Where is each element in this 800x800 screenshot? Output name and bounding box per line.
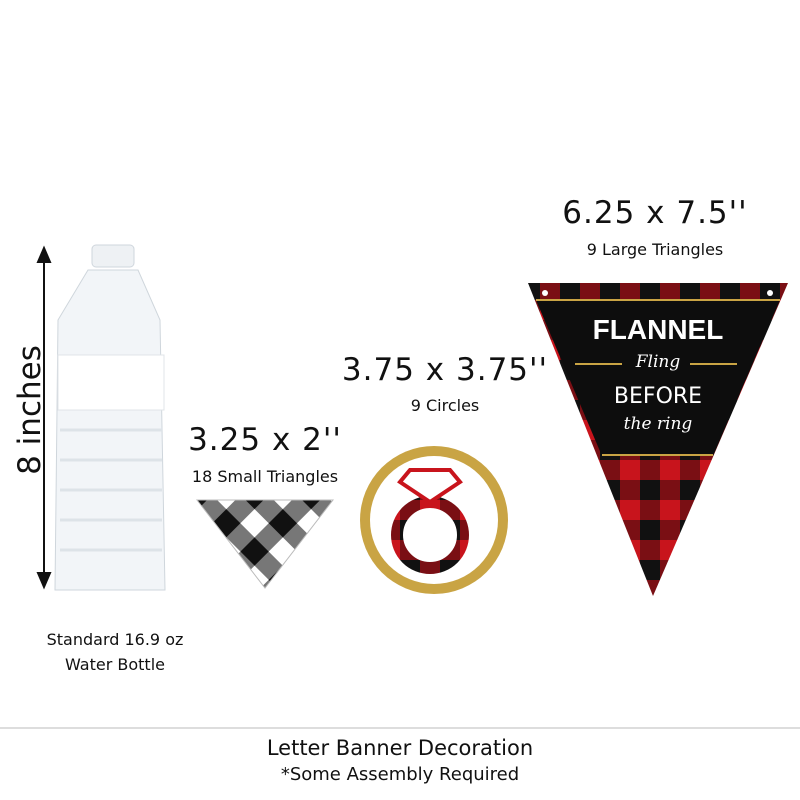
bottle-height-label: 8 inches xyxy=(12,345,48,475)
water-bottle xyxy=(54,244,166,591)
large-triangle-caption: 9 Large Triangles xyxy=(586,240,724,259)
pennant-line3: BEFORE xyxy=(613,384,703,409)
circle-caption: 9 Circles xyxy=(410,396,480,415)
bottle-caption-2: Water Bottle xyxy=(65,655,165,674)
footer-title: Letter Banner Decoration xyxy=(266,736,534,760)
footer-note: *Some Assembly Required xyxy=(280,764,520,785)
circle-size: 3.75 x 3.75'' xyxy=(341,352,549,388)
bottle-caption-1: Standard 16.9 oz xyxy=(46,630,184,649)
small-triangle-pennant xyxy=(195,499,335,589)
pennant-line2: Fling xyxy=(635,352,681,372)
small-triangle-caption: 18 Small Triangles xyxy=(191,467,339,486)
pennant-line4: the ring xyxy=(623,414,693,434)
large-triangle-size: 6.25 x 7.5'' xyxy=(562,195,748,231)
height-arrow xyxy=(36,245,52,590)
small-triangle-size: 3.25 x 2'' xyxy=(188,422,342,458)
large-triangle-pennant xyxy=(528,283,788,596)
circle-ring-cutout xyxy=(360,446,508,594)
pennant-title: FLANNEL xyxy=(592,314,724,345)
